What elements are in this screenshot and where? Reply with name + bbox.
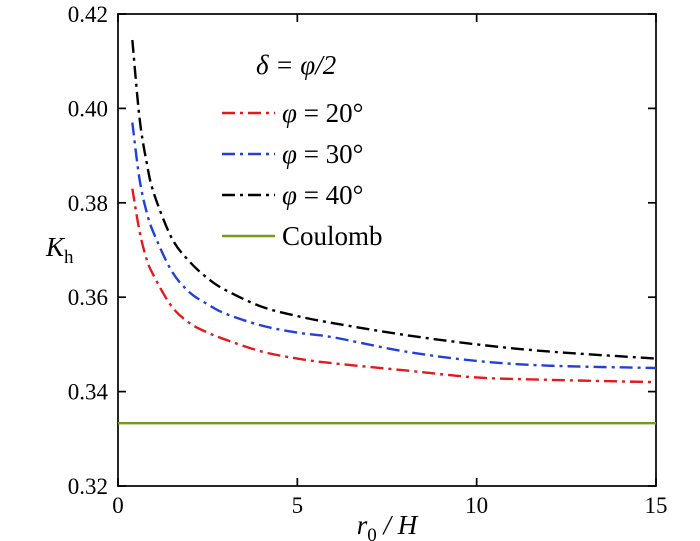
series-line-2: [131, 39, 657, 360]
y-tick-label: 0.32: [68, 474, 108, 499]
legend-label-0: φ = 20°: [282, 98, 363, 128]
legend-title: δ = φ/2: [256, 50, 336, 80]
x-tick-label: 0: [112, 493, 124, 518]
x-tick-label: 10: [465, 493, 488, 518]
series-line-0: [131, 188, 657, 384]
series-line-1: [131, 122, 657, 370]
x-tick-label: 5: [292, 493, 304, 518]
x-axis-label: r0 / H: [357, 510, 419, 541]
legend-label-3: Coulomb: [282, 221, 383, 251]
y-tick-label: 0.36: [68, 285, 108, 310]
y-tick-label: 0.40: [68, 96, 108, 121]
y-axis-label: Kh: [45, 232, 74, 268]
plot-border: [117, 13, 657, 487]
y-tick-label: 0.42: [68, 2, 108, 27]
legend-label-2: φ = 40°: [282, 180, 363, 210]
x-tick-label: 15: [645, 493, 668, 518]
legend-label-1: φ = 30°: [282, 139, 363, 169]
y-tick-label: 0.38: [68, 191, 108, 216]
y-tick-label: 0.34: [68, 380, 109, 405]
